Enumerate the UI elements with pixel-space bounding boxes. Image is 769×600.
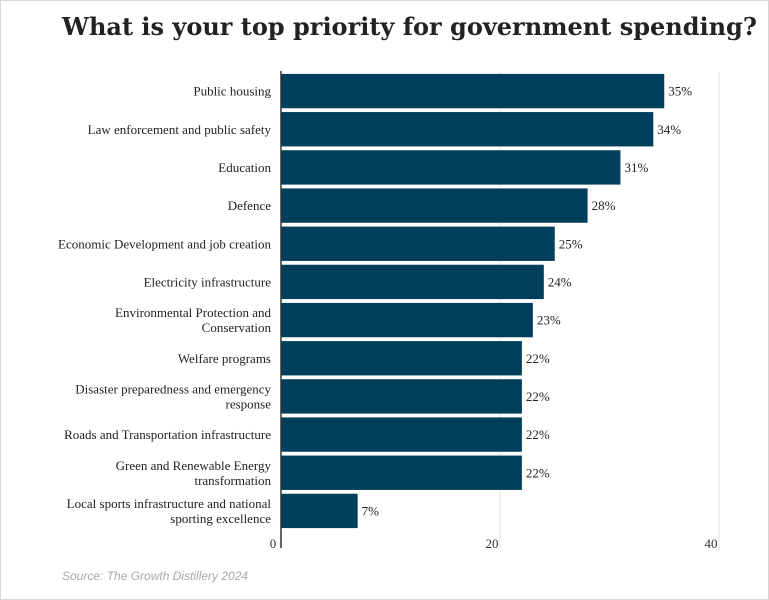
category-label: Environmental Protection and Conservation <box>115 305 271 335</box>
value-label: 7% <box>362 503 380 518</box>
x-tick-label: 20 <box>486 536 499 551</box>
category-label: Electricity infrastructure <box>144 274 272 289</box>
value-label: 22% <box>526 351 550 366</box>
value-label: 28% <box>592 198 616 213</box>
value-label: 22% <box>526 427 550 442</box>
category-label: Defence <box>228 198 272 213</box>
value-label: 25% <box>559 236 583 251</box>
bar <box>281 493 358 529</box>
value-labels: 35% 34% 31% 28% 25% 24% 23% 22% 22% 22% 22% 7% <box>362 84 693 519</box>
bar <box>281 226 555 261</box>
category-label: Public housing <box>193 84 271 99</box>
x-tick-label: 40 <box>705 536 718 551</box>
bars <box>281 73 665 529</box>
value-label: 31% <box>624 160 648 175</box>
bar <box>281 264 544 300</box>
x-axis-ticks: 0 20 40 <box>270 536 718 551</box>
category-label: Roads and Transportation infrastructure <box>64 427 271 442</box>
bar <box>281 73 665 109</box>
source-note: Source: The Growth Distillery 2024 <box>62 569 249 583</box>
bar <box>281 341 522 376</box>
category-label: Economic Development and job creation <box>58 236 271 251</box>
value-label: 34% <box>657 122 681 137</box>
bar <box>281 112 654 147</box>
category-labels: Public housing Law enforcement and public… <box>58 84 271 526</box>
bar <box>281 150 621 185</box>
bar <box>281 188 588 223</box>
x-tick-label: 0 <box>270 536 277 551</box>
value-label: 22% <box>526 465 550 480</box>
category-label: Green and Renewable Energy transformation <box>116 458 272 488</box>
bar <box>281 302 533 338</box>
bar <box>281 455 522 490</box>
value-label: 22% <box>526 389 550 404</box>
category-label: Education <box>218 160 271 175</box>
bar <box>281 417 522 452</box>
category-label: Disaster preparedness and emergency respo… <box>75 381 271 411</box>
category-label: Local sports infrastructure and national… <box>67 496 272 526</box>
value-label: 24% <box>548 274 572 289</box>
value-label: 35% <box>668 84 692 99</box>
chart-title: What is your top priority for government… <box>62 12 757 41</box>
bar <box>281 379 522 414</box>
category-label: Welfare programs <box>178 351 271 366</box>
category-label: Law enforcement and public safety <box>88 122 272 137</box>
value-label: 23% <box>537 313 561 328</box>
